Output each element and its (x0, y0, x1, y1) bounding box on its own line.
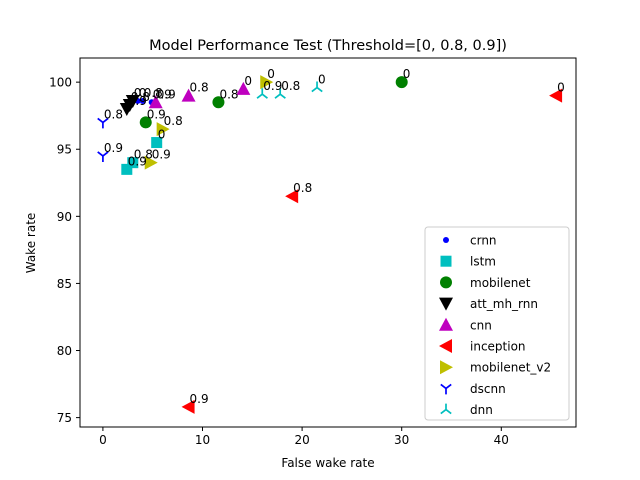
legend-marker-dnn (440, 403, 452, 415)
point-label: 0.8 (164, 114, 183, 128)
data-point-mobilenet_v2 (260, 75, 274, 90)
data-point-dnn (256, 88, 268, 99)
data-point-lstm (121, 163, 133, 175)
point-label: 0 (139, 86, 147, 100)
x-tick-label: 0 (99, 433, 107, 447)
legend-marker-dscnn (440, 383, 452, 395)
point-label: 0.8 (190, 81, 209, 95)
legend-label-dnn: dnn (470, 403, 493, 417)
y-tick-label: 80 (57, 344, 72, 358)
legend-marker-mobilenet (440, 276, 452, 289)
legend-box (424, 226, 570, 421)
point-label: 0.8 (104, 107, 123, 121)
point-label: 0.9 (128, 154, 147, 168)
x-tick-label: 40 (494, 433, 509, 447)
chart-title: Model Performance Test (Threshold=[0, 0.… (149, 38, 507, 54)
data-point-cnn (148, 95, 163, 109)
data-point-mobilenet (139, 116, 152, 129)
point-label: 0 (267, 67, 275, 81)
legend-marker-crnn (443, 237, 449, 243)
data-point-lstm (127, 157, 139, 169)
data-point-cnn (181, 88, 196, 102)
data-point-mobilenet (395, 76, 408, 89)
point-label: 0.8 (219, 87, 238, 101)
data-point-inception (549, 88, 563, 103)
axis-ticks: 0 10 20 30 40 75 80 85 90 95 100 (49, 76, 509, 447)
point-label: 0.9 (263, 79, 282, 93)
plot-area-frame (79, 57, 577, 428)
legend-label-crnn: crnn (470, 234, 497, 248)
point-label: 0.9 (153, 87, 172, 101)
data-point-dscnn (97, 117, 109, 129)
point-label: 0.9 (157, 87, 176, 101)
data-point-inception (285, 189, 299, 204)
data-point-mobilenet_v2 (156, 122, 170, 137)
data-point-dscnn (97, 151, 109, 162)
point-label: 0.9 (147, 107, 166, 121)
point-label: 0.8 (131, 90, 150, 104)
x-tick-label: 30 (394, 433, 409, 447)
point-label: 0.9 (128, 94, 147, 108)
point-label: 0.9 (152, 148, 171, 162)
legend-label-dscnn: dscnn (470, 382, 506, 396)
legend-label-inception: inception (470, 340, 526, 354)
point-label: 0 (244, 74, 252, 88)
legend-marker-lstm (440, 255, 452, 267)
data-point-dnn (274, 88, 286, 99)
y-tick-label: 95 (57, 143, 72, 157)
point-labels: 00.80.900.80.900.80.900.80.900.80.9 00.80… (104, 67, 565, 406)
x-tick-label: 10 (195, 433, 210, 447)
legend-marker-cnn (439, 317, 453, 331)
legend-label-lstm: lstm (470, 255, 496, 269)
legend-label-att_mh_rnn: att_mh_rnn (470, 297, 538, 311)
data-point-lstm (151, 137, 163, 149)
x-tick-label: 20 (294, 433, 309, 447)
legend-marker-inception (439, 339, 452, 353)
point-label: 0.9 (190, 392, 209, 406)
legend-marker-att_mh_rnn (439, 297, 453, 311)
legend-label-mobilenet_v2: mobilenet_v2 (470, 361, 551, 375)
point-label: 0.8 (293, 181, 312, 195)
point-label: 0 (158, 128, 166, 142)
point-label: 0 (403, 67, 411, 81)
data-point-cnn (236, 81, 251, 95)
y-tick-label: 75 (57, 411, 72, 425)
data-point-att_mh_rnn (119, 102, 134, 116)
point-label: 0.8 (281, 79, 300, 93)
data-point-mobilenet_v2 (144, 155, 158, 170)
point-label: 0.8 (134, 148, 153, 162)
point-label: 0.9 (104, 141, 123, 155)
data-points (97, 75, 563, 414)
data-point-crnn (139, 97, 146, 104)
data-point-dnn (311, 81, 323, 93)
x-axis-label: False wake rate (281, 456, 374, 470)
y-axis-label: Wake rate (24, 213, 38, 274)
legend-marker-mobilenet_v2 (440, 360, 453, 375)
y-tick-label: 100 (49, 76, 72, 90)
legend-label-cnn: cnn (470, 318, 492, 332)
y-tick-label: 90 (57, 210, 72, 224)
point-label: 0 (318, 73, 326, 87)
point-label: 0.8 (144, 86, 163, 100)
point-label: 0 (134, 86, 142, 100)
data-point-inception (181, 399, 195, 414)
y-tick-label: 85 (57, 277, 72, 291)
point-label: 0 (557, 81, 565, 95)
data-point-mobilenet (212, 96, 225, 109)
legend-label-mobilenet: mobilenet (470, 276, 531, 290)
